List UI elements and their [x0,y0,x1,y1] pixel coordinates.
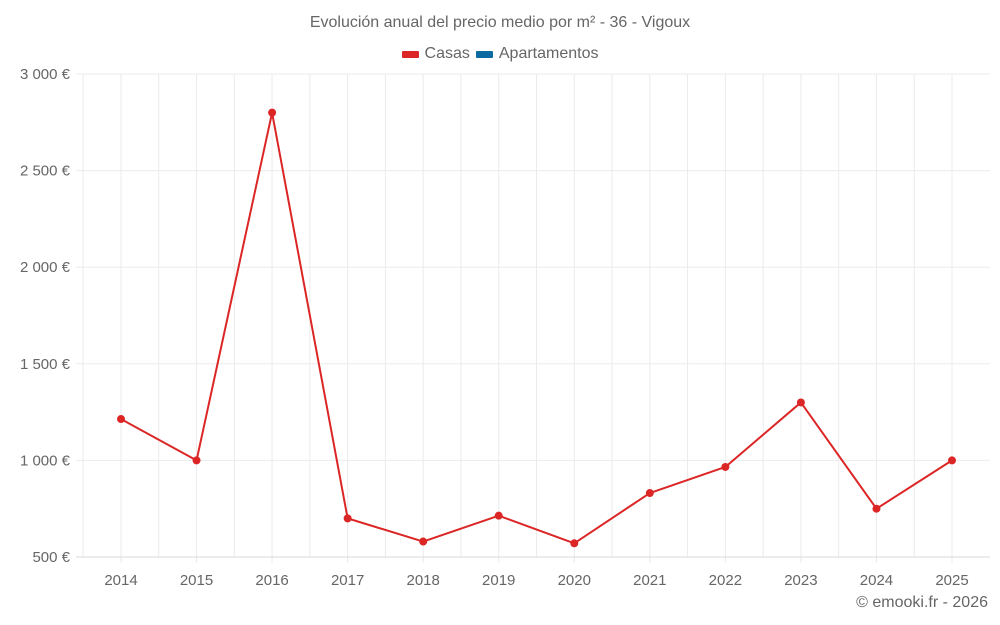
x-tick-label: 2018 [406,572,439,589]
data-point [796,398,805,407]
x-tick-label: 2021 [633,572,666,589]
x-tick-label: 2015 [180,572,213,589]
legend-swatch-apartamentos [475,50,493,58]
data-point [268,108,277,117]
x-tick-label: 2024 [860,572,893,589]
data-point [117,415,125,424]
y-tick-label: 2 000 € [20,259,71,276]
y-tick-label: 3 000 € [20,66,71,83]
data-point [192,456,201,465]
copyright-footer: © emooki.fr - 2026 [856,594,988,611]
x-tick-label: 2022 [709,572,742,589]
y-tick-label: 1 000 € [20,452,71,469]
data-point [570,539,579,548]
x-tick-label: 2025 [935,572,968,589]
data-point [872,504,881,513]
legend-swatch-casas [401,50,419,58]
y-tick-label: 2 500 € [20,163,71,180]
legend-item-apartamentos[interactable]: Apartamentos [475,45,599,63]
legend-item-casas[interactable]: Casas [401,45,470,63]
data-point [419,537,428,546]
x-tick-label: 2014 [104,572,137,589]
data-point [494,511,503,520]
y-tick-label: 1 500 € [20,356,71,373]
x-tick-label: 2023 [784,572,817,589]
x-tick-label: 2017 [331,572,364,589]
data-point [948,456,956,465]
legend-label-apartamentos: Apartamentos [498,45,599,62]
chart-title: Evolución anual del precio medio por m² … [309,14,691,31]
data-point [645,489,654,498]
legend: Casas Apartamentos [0,45,1000,63]
series-line-casas [120,111,953,545]
data-point [343,514,352,523]
legend-label-casas: Casas [424,45,470,62]
x-tick-label: 2016 [255,572,288,589]
data-point [721,462,730,471]
y-tick-label: 500 € [32,549,70,566]
x-tick-label: 2019 [482,572,515,589]
x-tick-label: 2020 [558,572,591,589]
